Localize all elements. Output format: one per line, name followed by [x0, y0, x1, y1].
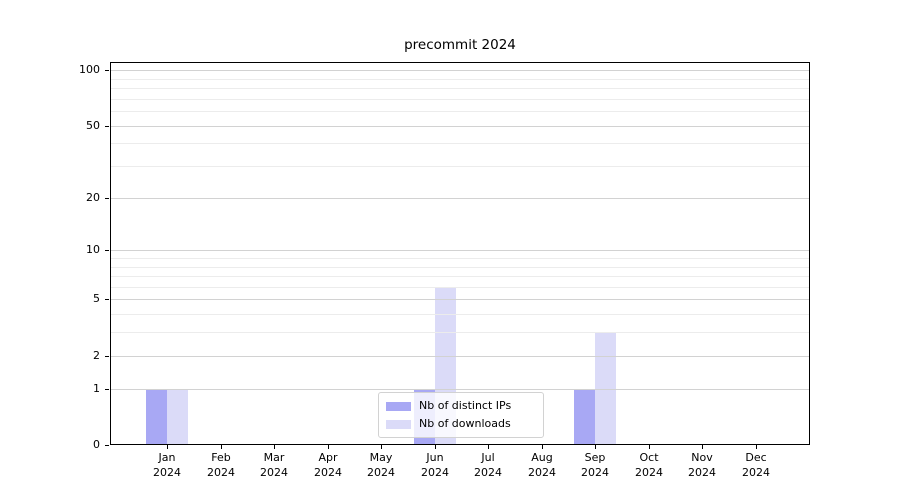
- bar-distinct-ips-jan: [146, 388, 167, 445]
- x-tick: [274, 445, 275, 449]
- x-tick: [328, 445, 329, 449]
- y-tick-label: 10: [86, 243, 100, 256]
- gridline-minor: [110, 78, 810, 80]
- x-tick-label-may: May 2024: [367, 451, 395, 479]
- x-tick: [702, 445, 703, 449]
- x-tick-label-feb: Feb 2024: [207, 451, 235, 479]
- chart-title: precommit 2024: [404, 37, 516, 53]
- legend-item-distinct-ips: Nb of distinct IPs: [386, 399, 536, 413]
- x-tick-label-sep: Sep 2024: [581, 451, 609, 479]
- x-tick-label-jul: Jul 2024: [474, 451, 502, 479]
- x-tick: [381, 445, 382, 449]
- x-tick-label-nov: Nov 2024: [688, 451, 716, 479]
- gridline-minor: [110, 314, 810, 316]
- legend-label-distinct-ips: Nb of distinct IPs: [419, 399, 512, 412]
- y-tick-label: 0: [93, 438, 100, 451]
- y-tick: [105, 198, 109, 199]
- gridline-minor: [110, 257, 810, 259]
- gridline-major: [110, 388, 810, 390]
- legend: Nb of distinct IPs Nb of downloads: [378, 392, 544, 438]
- gridline-minor: [110, 276, 810, 277]
- x-tick-label-dec: Dec 2024: [742, 451, 770, 479]
- x-tick: [649, 445, 650, 449]
- x-tick-label-jun: Jun 2024: [421, 451, 449, 479]
- y-tick-label: 20: [86, 191, 100, 204]
- x-tick-label-apr: Apr 2024: [314, 451, 342, 479]
- x-tick: [167, 445, 168, 449]
- gridline-minor: [110, 143, 810, 145]
- y-tick: [105, 356, 109, 357]
- gridline-minor: [110, 111, 810, 112]
- gridline-major: [110, 70, 810, 71]
- legend-item-downloads: Nb of downloads: [386, 417, 536, 431]
- gridline-minor: [110, 286, 810, 288]
- x-tick-label-mar: Mar 2024: [260, 451, 288, 479]
- x-tick: [756, 445, 757, 449]
- y-tick: [105, 126, 109, 127]
- x-tick: [542, 445, 543, 449]
- y-tick: [105, 445, 109, 446]
- x-tick-label-oct: Oct 2024: [635, 451, 663, 479]
- legend-swatch-downloads-icon: [386, 419, 411, 429]
- y-tick: [105, 299, 109, 300]
- gridline-minor: [110, 166, 810, 167]
- x-tick-label-jan: Jan 2024: [153, 451, 181, 479]
- x-tick: [595, 445, 596, 449]
- grid-layer: [110, 62, 810, 445]
- y-tick: [105, 70, 109, 71]
- gridline-major: [110, 299, 810, 301]
- y-tick-label: 100: [79, 63, 100, 76]
- gridline-minor: [110, 98, 810, 100]
- plot-frame: [110, 62, 810, 445]
- plot-area: [110, 62, 810, 445]
- legend-label-downloads: Nb of downloads: [419, 417, 511, 430]
- x-tick: [435, 445, 436, 449]
- x-tick: [221, 445, 222, 449]
- bar-distinct-ips-sep: [574, 388, 595, 445]
- gridline-major: [110, 355, 810, 357]
- y-tick: [105, 389, 109, 390]
- y-tick-label: 5: [93, 292, 100, 305]
- gridline-major: [110, 197, 810, 199]
- bar-downloads-jan: [167, 388, 188, 445]
- gridline-minor: [110, 332, 810, 334]
- y-tick-label: 2: [93, 349, 100, 362]
- gridline-major: [110, 125, 810, 127]
- legend-swatch-distinct-ips-icon: [386, 401, 411, 411]
- x-tick: [488, 445, 489, 449]
- x-tick-label-aug: Aug 2024: [528, 451, 556, 479]
- y-tick-label: 1: [93, 382, 100, 395]
- y-tick: [105, 250, 109, 251]
- gridline-minor: [110, 266, 810, 268]
- gridline-major: [110, 250, 810, 252]
- gridline-minor: [110, 87, 810, 89]
- y-tick-label: 50: [86, 119, 100, 132]
